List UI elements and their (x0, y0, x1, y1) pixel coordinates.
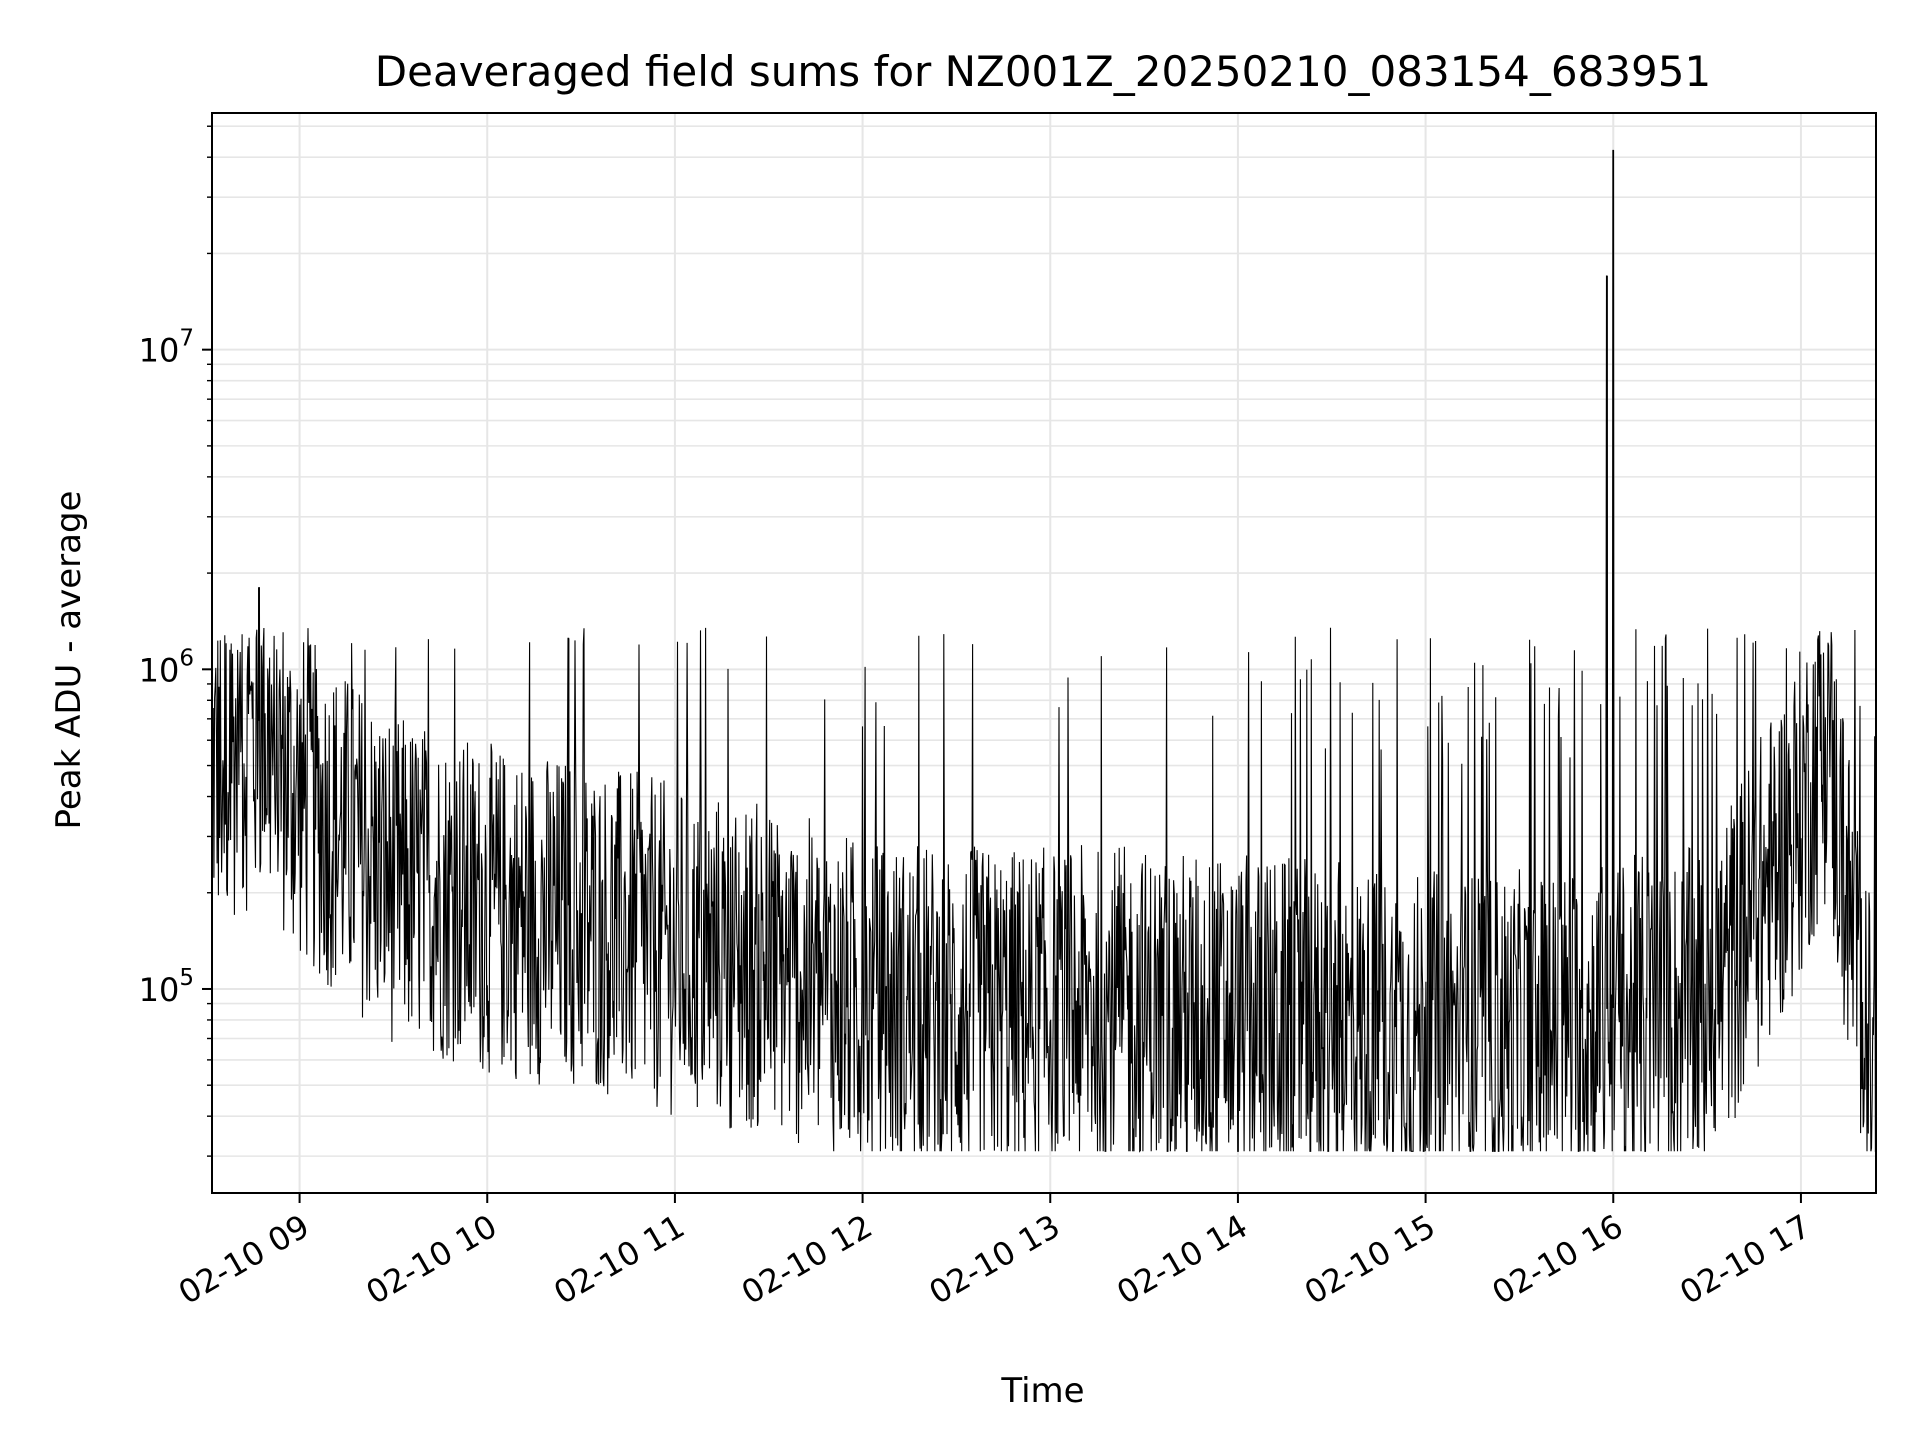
y-axis-ticks: 105 106 107 (139, 125, 212, 1157)
y-axis-label: Peak ADU - average (49, 491, 89, 830)
series-line (211, 149, 1876, 1153)
x-axis-label: Time (1000, 1371, 1084, 1411)
y-tick-label: 106 (139, 645, 194, 689)
y-tick-label: 107 (139, 326, 194, 370)
data-layer (211, 149, 1876, 1153)
chart-title: Deaveraged field sums for NZ001Z_2025021… (375, 47, 1711, 96)
y-tick-label: 105 (139, 965, 194, 1009)
plot-frame (211, 112, 1877, 1194)
